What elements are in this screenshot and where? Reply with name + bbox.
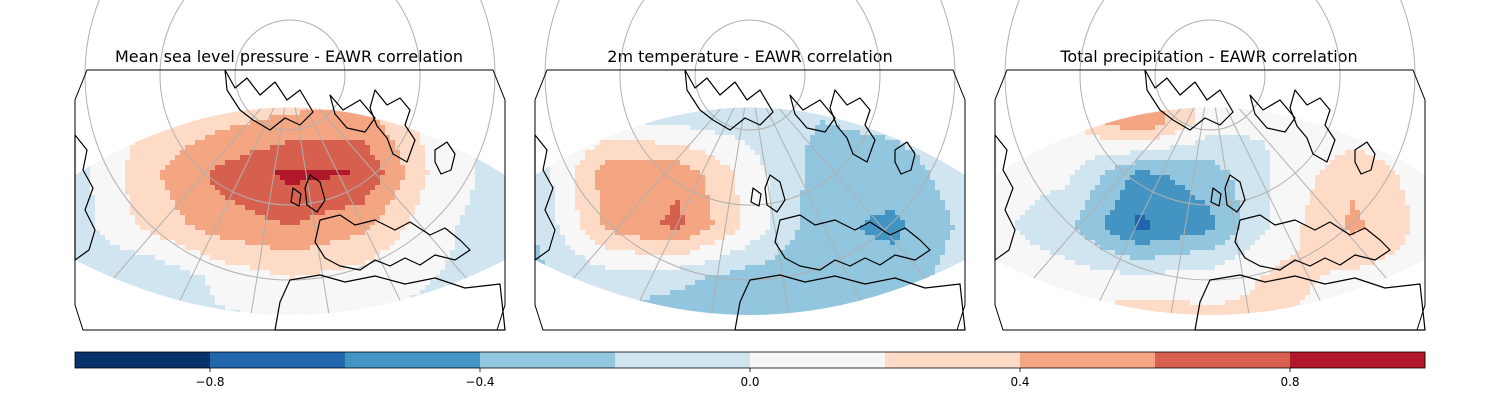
colorbar-segment [210,352,346,368]
map-panel-2: 2m temperature - EAWR correlation [534,0,966,331]
colorbar-segment [75,352,211,368]
colorbar-segment [615,352,751,368]
colorbar: −0.8 −0.4 0.0 0.4 0.8 [74,351,1426,389]
map-frame [994,69,1426,331]
colorbar-segment [480,352,616,368]
colorbar-segment [885,352,1021,368]
panel-title: 2m temperature - EAWR correlation [607,47,892,66]
coastlines [534,69,966,331]
colorbar-tick-label: 0.4 [1010,375,1029,389]
colorbar-tick-label: −0.8 [195,375,224,389]
correlation-field [75,107,505,315]
panel-title: Total precipitation - EAWR correlation [1059,47,1357,66]
colorbar-tick-label: 0.8 [1280,375,1299,389]
coastlines [74,69,506,331]
panel-title: Mean sea level pressure - EAWR correlati… [115,47,463,66]
correlation-field [995,107,1425,315]
colorbar-tick-label: 0.0 [740,375,759,389]
graticule [75,0,505,315]
correlation-field [535,107,965,315]
map-frame [534,69,966,331]
map-panel-1: Mean sea level pressure - EAWR correlati… [74,0,506,331]
map-panels: Mean sea level pressure - EAWR correlati… [74,0,1426,331]
map-frame [74,69,506,331]
colorbar-segment [1020,352,1156,368]
colorbar-segment [750,352,886,368]
colorbar-segment [345,352,481,368]
coastlines [994,69,1426,331]
colorbar-segment [1155,352,1291,368]
colorbar-segment [1290,352,1426,368]
map-panel-3: Total precipitation - EAWR correlation [994,0,1426,331]
colorbar-tick-label: −0.4 [465,375,494,389]
